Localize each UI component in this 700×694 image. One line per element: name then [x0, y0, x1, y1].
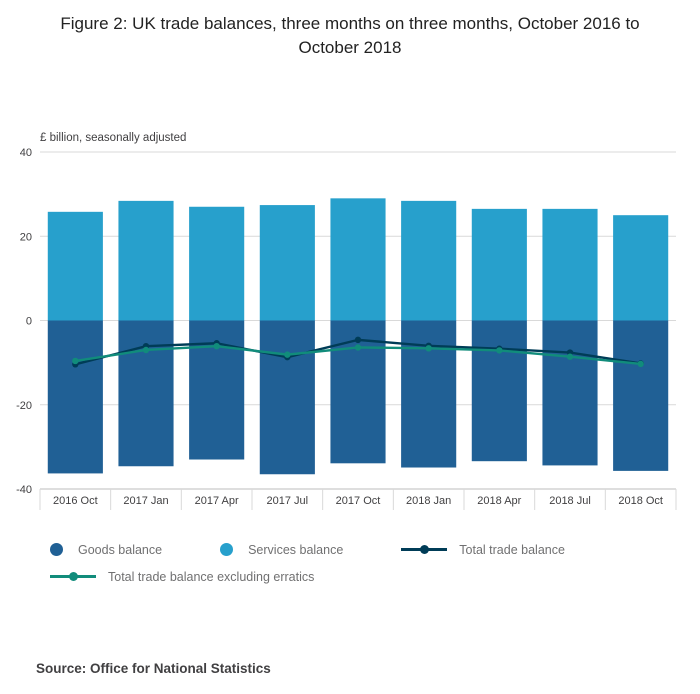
x-tick-label: 2017 Jul	[267, 495, 309, 507]
legend-item-services-balance: Services balance	[220, 543, 343, 557]
legend-item-total-trade-balance: Total trade balance	[401, 543, 565, 557]
chart-canvas: 40 20 0 -20 -40 2016 Oct 2017 Jan 2017 Apr 2017 …	[16, 147, 677, 510]
bar-services-balance	[47, 211, 103, 321]
bar-goods-balance	[47, 320, 103, 474]
bar-services-balance	[118, 200, 174, 321]
x-tick-label: 2018 Oct	[618, 495, 663, 507]
marker-total-trade-balance-excluding-erratics	[566, 353, 574, 360]
y-axis-unit-label: £ billion, seasonally adjusted	[40, 131, 187, 144]
x-tick-label: 2017 Oct	[336, 495, 381, 507]
services-balance-swatch-icon	[220, 543, 234, 557]
marker-total-trade-balance-excluding-erratics	[213, 342, 220, 349]
chart-area: 40 20 0 -20 -40 2016 Oct 2017 Jan 2017 Apr 2017 …	[0, 146, 700, 529]
legend-item-goods-balance: Goods balance	[50, 543, 162, 557]
x-tick-label: 2018 Apr	[477, 495, 521, 507]
y-tick-label: 0	[26, 315, 32, 327]
line-swatch-dot	[69, 572, 78, 582]
legend-label-total-trade-balance-excluding-erratics: Total trade balance excluding erratics	[108, 569, 315, 584]
page: { "source": "Source: Office for National…	[0, 12, 700, 694]
bar-goods-balance	[401, 320, 457, 468]
marker-total-trade-balance-excluding-erratics	[496, 346, 503, 354]
marker-total-trade-balance-excluding-erratics	[354, 343, 362, 351]
bar-goods-balance	[118, 320, 174, 466]
y-tick-label: 20	[20, 231, 32, 243]
legend: Goods balance Services balance Total tra…	[50, 543, 700, 584]
marker-total-trade-balance	[354, 336, 362, 343]
legend-label-total-trade-balance: Total trade balance	[459, 542, 565, 557]
total-trade-balance-swatch-icon	[401, 544, 448, 555]
source-text: Source: Office for National Statistics	[36, 661, 271, 676]
bar-services-balance	[542, 208, 598, 321]
x-tick-label: 2016 Oct	[53, 495, 98, 507]
line-swatch-dot	[420, 545, 430, 555]
bar-services-balance	[401, 200, 457, 321]
marker-total-trade-balance-excluding-erratics	[637, 360, 644, 367]
bar-goods-balance	[259, 320, 315, 474]
goods-balance-swatch-icon	[50, 543, 63, 557]
bar-goods-balance	[542, 320, 598, 466]
y-tick-label: 40	[20, 147, 32, 159]
marker-total-trade-balance-excluding-erratics	[72, 357, 79, 364]
bar-services-balance	[471, 208, 527, 321]
x-tick-label: 2017 Jan	[123, 495, 168, 507]
legend-label-goods-balance: Goods balance	[78, 542, 163, 557]
marker-total-trade-balance-excluding-erratics	[425, 344, 432, 352]
legend-label-services-balance: Services balance	[248, 542, 344, 557]
marker-total-trade-balance-excluding-erratics	[284, 351, 291, 358]
bar-goods-balance	[471, 320, 527, 461]
legend-row-2: Total trade balance excluding erratics	[50, 570, 700, 584]
legend-row-1: Goods balance Services balance Total tra…	[50, 543, 700, 557]
y-tick-label: -20	[16, 399, 32, 411]
y-tick-label: -40	[16, 484, 32, 496]
bar-goods-balance	[613, 320, 669, 471]
x-tick-label: 2018 Jul	[549, 495, 591, 507]
bar-services-balance	[613, 214, 669, 321]
bar-services-balance	[259, 204, 315, 321]
bar-services-balance	[330, 197, 386, 321]
legend-item-total-trade-balance-excluding-erratics: Total trade balance excluding erratics	[50, 570, 314, 584]
marker-total-trade-balance-excluding-erratics	[142, 346, 150, 353]
chart-title: Figure 2: UK trade balances, three month…	[60, 14, 640, 57]
bar-services-balance	[189, 206, 245, 321]
total-trade-balance-excluding-erratics-swatch-icon	[50, 571, 96, 582]
x-tick-label: 2017 Apr	[195, 495, 239, 507]
x-tick-label: 2018 Jan	[406, 495, 451, 507]
